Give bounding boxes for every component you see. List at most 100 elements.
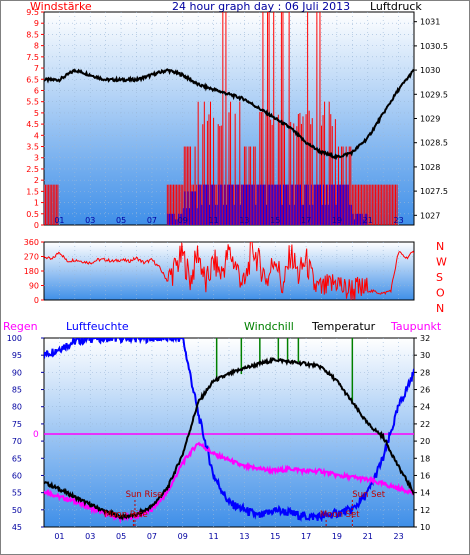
wind-tick-label: 7.5 (26, 53, 39, 62)
wind-tick-label: 7 (34, 64, 39, 73)
humidity-tick-label: 90 (12, 368, 22, 377)
humidity-tick-label: 75 (12, 420, 22, 429)
direction-tick-label: 0 (34, 296, 39, 305)
humidity-tick-label: 65 (12, 454, 22, 463)
wind-tick-label: 3.5 (26, 143, 39, 152)
pressure-line (44, 68, 414, 161)
pressure-line-layer (44, 68, 414, 161)
temp-x-tick-label: 13 (239, 532, 249, 541)
compass-label: W (436, 256, 447, 269)
wind-x-tick-label: 17 (301, 216, 311, 225)
wind-x-tick-label: 11 (208, 216, 218, 225)
temp-x-tick-label: 03 (85, 532, 95, 541)
pressure-axis-title: Luftdruck (370, 0, 422, 13)
temperature-right-ticks: 10 12 14 16 18 20 22 24 26 28 30 32 (414, 334, 430, 532)
temp-x-tick-label: 19 (332, 532, 342, 541)
wind-tick-label: 2 (34, 176, 39, 185)
wind-x-tick-label: 09 (178, 216, 188, 225)
wind-left-ticks: 0 0.5 1 1.5 2 2.5 3 3.5 4 4.5 5 5.5 6 6.5 7 7.5 8 8.5 9 9.5 (26, 8, 44, 230)
chart-title: 24 hour graph day : 06 Juli 2013 (172, 0, 350, 13)
temperature-tick-label: 32 (420, 334, 430, 343)
wind-axis-title: Windstärke (30, 0, 92, 13)
compass-label: N (436, 302, 444, 315)
pressure-tick-label: 1029 (420, 115, 440, 124)
temp-x-ticks: 01 03 05 07 09 11 13 15 17 19 21 23 (54, 532, 403, 541)
dewpoint-line (44, 441, 414, 524)
wind-tick-label: 5.5 (26, 98, 39, 107)
compass-label: N (436, 240, 444, 253)
pressure-tick-label: 1030.5 (420, 42, 448, 51)
pressure-tick-label: 1027.5 (420, 187, 448, 196)
humidity-tick-label: 50 (12, 506, 22, 515)
temp-x-tick-label: 09 (178, 532, 188, 541)
temperature-tick-label: 18 (420, 454, 430, 463)
wind-tick-label: 1.5 (26, 187, 39, 196)
wind-x-tick-label: 07 (147, 216, 157, 225)
pressure-tick-label: 1028.5 (420, 139, 448, 148)
temp-x-tick-label: 05 (116, 532, 126, 541)
legend-temperatur: Temperatur (311, 320, 376, 333)
temperature-tick-label: 12 (420, 506, 430, 515)
regen-zero-label: 0 (33, 430, 39, 440)
wind-bars (44, 12, 398, 225)
wind-tick-label: 2.5 (26, 165, 39, 174)
pressure-tick-label: 1030 (420, 66, 440, 75)
wind-tick-label: 8 (34, 42, 39, 51)
humidity-tick-label: 100 (7, 334, 22, 343)
astro-label: Sun Set (352, 490, 385, 500)
temp-x-tick-label: 17 (301, 532, 311, 541)
wind-tick-label: 6.5 (26, 75, 39, 84)
wind-tick-label: 8.5 (26, 30, 39, 39)
astro-label: Sun Rise (126, 490, 163, 500)
legend-luftfeuchte: Luftfeuchte (66, 320, 129, 333)
wind-direction-line (44, 242, 414, 300)
compass-label: O (436, 287, 445, 300)
humidity-tick-label: 45 (12, 523, 22, 532)
direction-tick-label: 270 (24, 253, 39, 262)
wind-tick-label: 4.5 (26, 120, 39, 129)
direction-line-layer (44, 242, 414, 300)
temp-x-tick-label: 07 (147, 532, 157, 541)
temp-x-tick-label: 11 (208, 532, 218, 541)
wind-x-tick-label: 15 (270, 216, 280, 225)
wind-tick-label: 9.5 (26, 8, 39, 17)
legend-taupunkt: Taupunkt (390, 320, 442, 333)
wind-x-tick-label: 19 (332, 216, 342, 225)
pressure-tick-label: 1027 (420, 211, 440, 220)
wind-x-tick-label: 01 (54, 216, 64, 225)
direction-tick-label: 90 (29, 282, 39, 291)
temp-x-tick-label: 01 (54, 532, 64, 541)
wind-tick-label: 6 (34, 86, 39, 95)
astro-label: Moon Rise (104, 510, 148, 520)
direction-left-ticks: 0 90 180 270 360 (24, 238, 44, 305)
wind-tick-label: 1 (34, 199, 39, 208)
wind-tick-label: 5 (34, 109, 39, 118)
humidity-tick-label: 80 (12, 403, 22, 412)
temperature-tick-label: 30 (420, 351, 430, 360)
temperature-line (44, 356, 414, 521)
pressure-right-ticks: 1027 1027.5 1028 1028.5 1029 1029.5 1030 1030.5… (414, 18, 448, 220)
temperature-tick-label: 14 (420, 489, 430, 498)
direction-tick-label: 360 (24, 238, 39, 247)
wind-tick-label: 0.5 (26, 210, 39, 219)
pressure-tick-label: 1031 (420, 18, 440, 27)
humidity-tick-label: 70 (12, 437, 22, 446)
pressure-tick-label: 1029.5 (420, 90, 448, 99)
wind-x-tick-label: 23 (393, 216, 403, 225)
wind-x-tick-label: 21 (363, 216, 373, 225)
temperature-tick-label: 20 (420, 437, 430, 446)
wind-x-ticks: 01 03 05 07 09 11 13 15 17 19 21 23 (54, 216, 403, 225)
wind-tick-label: 9 (34, 19, 39, 28)
temperature-tick-label: 10 (420, 523, 430, 532)
humidity-tick-label: 60 (12, 471, 22, 480)
wind-x-tick-label: 05 (116, 216, 126, 225)
direction-tick-label: 180 (24, 267, 39, 276)
pressure-tick-label: 1028 (420, 163, 440, 172)
temperature-tick-label: 24 (420, 403, 430, 412)
wind-tick-label: 3 (34, 154, 39, 163)
wind-tick-label: 4 (34, 131, 39, 140)
legend-regen: Regen (3, 320, 38, 333)
